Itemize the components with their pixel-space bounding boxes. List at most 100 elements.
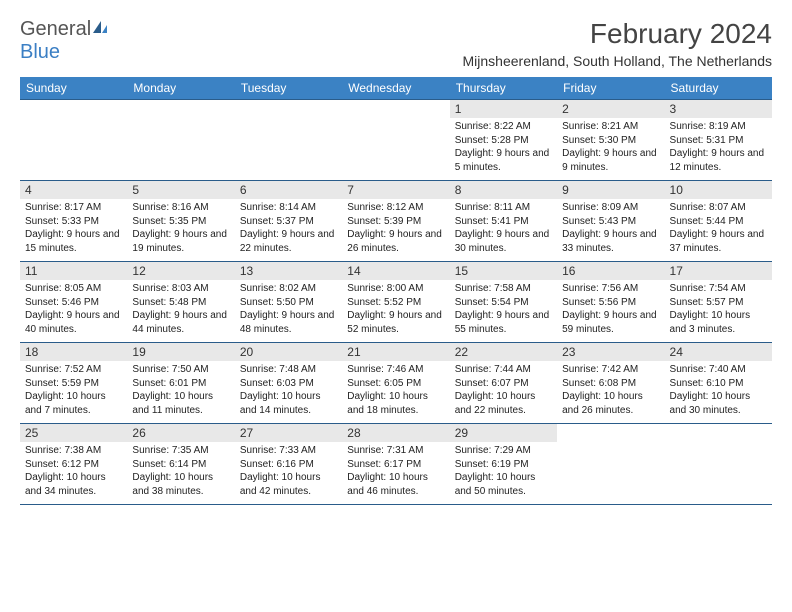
calendar-cell: 15Sunrise: 7:58 AMSunset: 5:54 PMDayligh…: [450, 262, 557, 343]
calendar-cell: [235, 100, 342, 181]
day-number: 28: [342, 424, 449, 442]
logo-text: GeneralBlue: [20, 18, 109, 64]
day-info: Sunrise: 7:40 AMSunset: 6:10 PMDaylight:…: [665, 361, 772, 423]
calendar-cell: 13Sunrise: 8:02 AMSunset: 5:50 PMDayligh…: [235, 262, 342, 343]
day-header: Friday: [557, 77, 664, 100]
day-info: Sunrise: 8:09 AMSunset: 5:43 PMDaylight:…: [557, 199, 664, 261]
calendar-cell: 20Sunrise: 7:48 AMSunset: 6:03 PMDayligh…: [235, 343, 342, 424]
day-info: Sunrise: 8:00 AMSunset: 5:52 PMDaylight:…: [342, 280, 449, 342]
day-info: Sunrise: 7:38 AMSunset: 6:12 PMDaylight:…: [20, 442, 127, 504]
day-info: Sunrise: 7:33 AMSunset: 6:16 PMDaylight:…: [235, 442, 342, 504]
day-info: Sunrise: 8:11 AMSunset: 5:41 PMDaylight:…: [450, 199, 557, 261]
calendar-cell: 27Sunrise: 7:33 AMSunset: 6:16 PMDayligh…: [235, 424, 342, 505]
day-info: Sunrise: 8:14 AMSunset: 5:37 PMDaylight:…: [235, 199, 342, 261]
day-info: Sunrise: 8:05 AMSunset: 5:46 PMDaylight:…: [20, 280, 127, 342]
day-number: 9: [557, 181, 664, 199]
day-header: Sunday: [20, 77, 127, 100]
calendar-cell: 14Sunrise: 8:00 AMSunset: 5:52 PMDayligh…: [342, 262, 449, 343]
day-number: 22: [450, 343, 557, 361]
day-number: 15: [450, 262, 557, 280]
day-info: Sunrise: 7:58 AMSunset: 5:54 PMDaylight:…: [450, 280, 557, 342]
day-info: Sunrise: 8:19 AMSunset: 5:31 PMDaylight:…: [665, 118, 772, 180]
day-number: 8: [450, 181, 557, 199]
page-title: February 2024: [463, 18, 773, 50]
calendar-cell: [342, 100, 449, 181]
day-number: 26: [127, 424, 234, 442]
day-number: 11: [20, 262, 127, 280]
day-info: Sunrise: 7:48 AMSunset: 6:03 PMDaylight:…: [235, 361, 342, 423]
calendar-cell: 16Sunrise: 7:56 AMSunset: 5:56 PMDayligh…: [557, 262, 664, 343]
calendar-cell: 8Sunrise: 8:11 AMSunset: 5:41 PMDaylight…: [450, 181, 557, 262]
day-header: Tuesday: [235, 77, 342, 100]
day-number: 5: [127, 181, 234, 199]
day-info: Sunrise: 8:03 AMSunset: 5:48 PMDaylight:…: [127, 280, 234, 342]
day-number: 23: [557, 343, 664, 361]
day-number: 7: [342, 181, 449, 199]
day-number: 2: [557, 100, 664, 118]
day-number: 19: [127, 343, 234, 361]
calendar-table: SundayMondayTuesdayWednesdayThursdayFrid…: [20, 77, 772, 505]
calendar-cell: 7Sunrise: 8:12 AMSunset: 5:39 PMDaylight…: [342, 181, 449, 262]
day-info: Sunrise: 8:12 AMSunset: 5:39 PMDaylight:…: [342, 199, 449, 261]
day-number: 3: [665, 100, 772, 118]
day-number: 29: [450, 424, 557, 442]
day-info: Sunrise: 7:44 AMSunset: 6:07 PMDaylight:…: [450, 361, 557, 423]
calendar-cell: 2Sunrise: 8:21 AMSunset: 5:30 PMDaylight…: [557, 100, 664, 181]
day-number: 18: [20, 343, 127, 361]
day-header: Wednesday: [342, 77, 449, 100]
day-header: Monday: [127, 77, 234, 100]
day-info: Sunrise: 8:02 AMSunset: 5:50 PMDaylight:…: [235, 280, 342, 342]
calendar-cell: 23Sunrise: 7:42 AMSunset: 6:08 PMDayligh…: [557, 343, 664, 424]
calendar-cell: 18Sunrise: 7:52 AMSunset: 5:59 PMDayligh…: [20, 343, 127, 424]
calendar-cell: 26Sunrise: 7:35 AMSunset: 6:14 PMDayligh…: [127, 424, 234, 505]
calendar-cell: 11Sunrise: 8:05 AMSunset: 5:46 PMDayligh…: [20, 262, 127, 343]
day-info: Sunrise: 7:46 AMSunset: 6:05 PMDaylight:…: [342, 361, 449, 423]
calendar-cell: 9Sunrise: 8:09 AMSunset: 5:43 PMDaylight…: [557, 181, 664, 262]
day-info: Sunrise: 7:29 AMSunset: 6:19 PMDaylight:…: [450, 442, 557, 504]
day-info: Sunrise: 8:16 AMSunset: 5:35 PMDaylight:…: [127, 199, 234, 261]
day-number: 10: [665, 181, 772, 199]
calendar-cell: 24Sunrise: 7:40 AMSunset: 6:10 PMDayligh…: [665, 343, 772, 424]
day-number: 12: [127, 262, 234, 280]
day-header: Thursday: [450, 77, 557, 100]
day-number: 21: [342, 343, 449, 361]
day-info: Sunrise: 7:50 AMSunset: 6:01 PMDaylight:…: [127, 361, 234, 423]
calendar-week-row: 11Sunrise: 8:05 AMSunset: 5:46 PMDayligh…: [20, 262, 772, 343]
calendar-week-row: 1Sunrise: 8:22 AMSunset: 5:28 PMDaylight…: [20, 100, 772, 181]
calendar-cell: [557, 424, 664, 505]
day-info: Sunrise: 8:17 AMSunset: 5:33 PMDaylight:…: [20, 199, 127, 261]
day-info: Sunrise: 8:22 AMSunset: 5:28 PMDaylight:…: [450, 118, 557, 180]
calendar-cell: 25Sunrise: 7:38 AMSunset: 6:12 PMDayligh…: [20, 424, 127, 505]
day-number: 27: [235, 424, 342, 442]
day-info: Sunrise: 7:31 AMSunset: 6:17 PMDaylight:…: [342, 442, 449, 504]
calendar-body: 1Sunrise: 8:22 AMSunset: 5:28 PMDaylight…: [20, 100, 772, 505]
logo-word-2: Blue: [20, 41, 60, 63]
calendar-cell: 22Sunrise: 7:44 AMSunset: 6:07 PMDayligh…: [450, 343, 557, 424]
calendar-cell: 29Sunrise: 7:29 AMSunset: 6:19 PMDayligh…: [450, 424, 557, 505]
day-number: 4: [20, 181, 127, 199]
day-info: Sunrise: 7:35 AMSunset: 6:14 PMDaylight:…: [127, 442, 234, 504]
day-info: Sunrise: 8:21 AMSunset: 5:30 PMDaylight:…: [557, 118, 664, 180]
day-info: Sunrise: 7:42 AMSunset: 6:08 PMDaylight:…: [557, 361, 664, 423]
calendar-cell: 5Sunrise: 8:16 AMSunset: 5:35 PMDaylight…: [127, 181, 234, 262]
day-number: 25: [20, 424, 127, 442]
day-info: Sunrise: 7:56 AMSunset: 5:56 PMDaylight:…: [557, 280, 664, 342]
page-subtitle: Mijnsheerenland, South Holland, The Neth…: [463, 53, 773, 69]
calendar-cell: 6Sunrise: 8:14 AMSunset: 5:37 PMDaylight…: [235, 181, 342, 262]
calendar-cell: 12Sunrise: 8:03 AMSunset: 5:48 PMDayligh…: [127, 262, 234, 343]
calendar-cell: [127, 100, 234, 181]
sail-icon: [91, 18, 109, 41]
header: GeneralBlue February 2024 Mijnsheerenlan…: [20, 18, 772, 69]
calendar-cell: 19Sunrise: 7:50 AMSunset: 6:01 PMDayligh…: [127, 343, 234, 424]
day-number: 24: [665, 343, 772, 361]
logo-word-1: General: [20, 18, 91, 40]
calendar-cell: 4Sunrise: 8:17 AMSunset: 5:33 PMDaylight…: [20, 181, 127, 262]
calendar-week-row: 25Sunrise: 7:38 AMSunset: 6:12 PMDayligh…: [20, 424, 772, 505]
day-number: 1: [450, 100, 557, 118]
day-info: Sunrise: 8:07 AMSunset: 5:44 PMDaylight:…: [665, 199, 772, 261]
day-header: Saturday: [665, 77, 772, 100]
day-number: 16: [557, 262, 664, 280]
day-number: 6: [235, 181, 342, 199]
calendar-cell: 17Sunrise: 7:54 AMSunset: 5:57 PMDayligh…: [665, 262, 772, 343]
calendar-cell: [665, 424, 772, 505]
